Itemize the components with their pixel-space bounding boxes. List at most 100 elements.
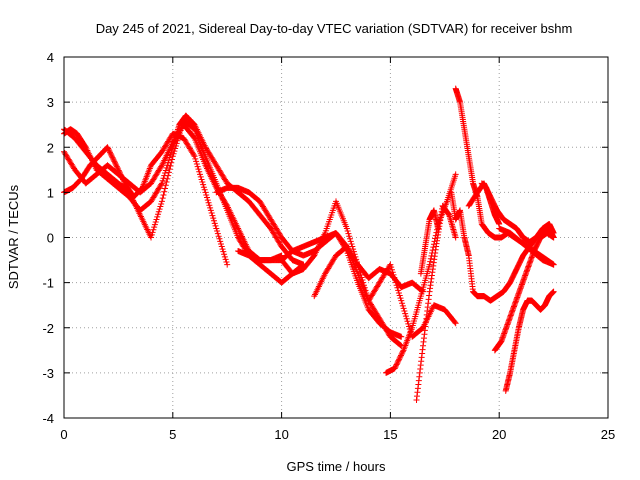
data-point	[217, 238, 224, 245]
data-point	[151, 224, 158, 231]
y-tick-label: 0	[47, 231, 54, 246]
data-point	[156, 206, 163, 213]
data-point	[202, 189, 209, 196]
data-point	[207, 207, 214, 214]
data-point	[162, 182, 169, 189]
data-point	[212, 222, 219, 229]
data-point	[157, 203, 164, 210]
data-point	[148, 231, 155, 238]
data-point	[195, 166, 202, 173]
data-point	[171, 148, 178, 155]
data-point	[155, 211, 162, 218]
data-point	[163, 164, 170, 171]
x-tick-label: 5	[169, 427, 176, 442]
y-tick-label: 2	[47, 140, 54, 155]
series-track-3	[61, 130, 231, 268]
data-point	[203, 194, 210, 201]
data-point	[344, 228, 351, 235]
data-point	[162, 185, 169, 192]
data-point	[106, 148, 113, 155]
data-point	[190, 151, 197, 158]
grid-lines	[64, 57, 608, 418]
data-point	[105, 146, 112, 153]
data-point	[218, 243, 225, 250]
data-point	[155, 208, 162, 215]
data-point	[151, 221, 158, 228]
data-point	[165, 169, 172, 176]
data-point	[201, 186, 208, 193]
data-point	[110, 157, 117, 164]
data-point	[149, 229, 156, 236]
data-point	[173, 140, 180, 147]
series-track-4	[61, 121, 285, 264]
data-point	[194, 163, 201, 170]
data-point	[215, 233, 222, 240]
data-point	[172, 145, 179, 152]
data-point	[158, 200, 165, 207]
data-point	[158, 198, 165, 205]
data-point	[107, 150, 114, 157]
data-point	[346, 235, 353, 242]
data-point	[349, 243, 356, 250]
data-point	[221, 253, 228, 260]
y-tick-label: 1	[47, 185, 54, 200]
chart-title: Day 245 of 2021, Sidereal Day-to-day VTE…	[96, 21, 573, 36]
data-point	[108, 151, 115, 158]
data-point	[152, 219, 159, 226]
data-point	[164, 162, 171, 169]
data-point	[205, 199, 212, 206]
data-point	[199, 179, 206, 186]
data-point	[192, 155, 199, 162]
data-point	[197, 173, 204, 180]
data-point	[170, 150, 177, 157]
y-tick-label: -2	[42, 321, 54, 336]
x-tick-label: 10	[274, 427, 288, 442]
data-point	[213, 225, 220, 232]
data-point	[216, 235, 223, 242]
data-point	[204, 197, 211, 204]
y-tick-label: -3	[42, 366, 54, 381]
data-point	[222, 256, 229, 263]
y-tick-label: -1	[42, 276, 54, 291]
data-point	[224, 261, 231, 268]
data-point	[193, 158, 200, 165]
data-point	[113, 163, 120, 170]
data-point	[346, 233, 353, 240]
y-tick-label: -4	[42, 411, 54, 426]
data-point	[217, 240, 224, 247]
data-point	[158, 180, 165, 187]
data-point	[211, 220, 218, 227]
data-point	[398, 333, 405, 340]
data-point	[160, 191, 167, 198]
data-point	[210, 217, 217, 224]
data-point	[148, 234, 155, 241]
data-point	[197, 171, 203, 178]
x-tick-label: 15	[383, 427, 397, 442]
data-point	[113, 162, 120, 169]
series-track-13	[448, 189, 557, 304]
data-point	[159, 195, 166, 202]
data-point	[220, 248, 227, 255]
data-point	[154, 213, 161, 220]
data-point	[107, 149, 114, 156]
data-point	[112, 161, 119, 168]
data-point	[200, 181, 207, 188]
data-point	[203, 191, 210, 198]
data-point	[150, 226, 157, 233]
data-points	[61, 85, 557, 403]
data-point	[221, 251, 228, 258]
data-point	[167, 162, 174, 169]
x-axis-label: GPS time / hours	[287, 459, 386, 474]
x-tick-label: 0	[60, 427, 67, 442]
data-point	[158, 181, 165, 188]
data-point	[214, 228, 221, 235]
x-tick-label: 20	[492, 427, 506, 442]
data-point	[166, 166, 173, 173]
data-point	[161, 188, 168, 195]
data-point	[163, 179, 170, 186]
x-tick-label: 25	[601, 427, 615, 442]
data-point	[165, 172, 172, 179]
data-point	[198, 176, 205, 183]
data-point	[169, 153, 176, 160]
